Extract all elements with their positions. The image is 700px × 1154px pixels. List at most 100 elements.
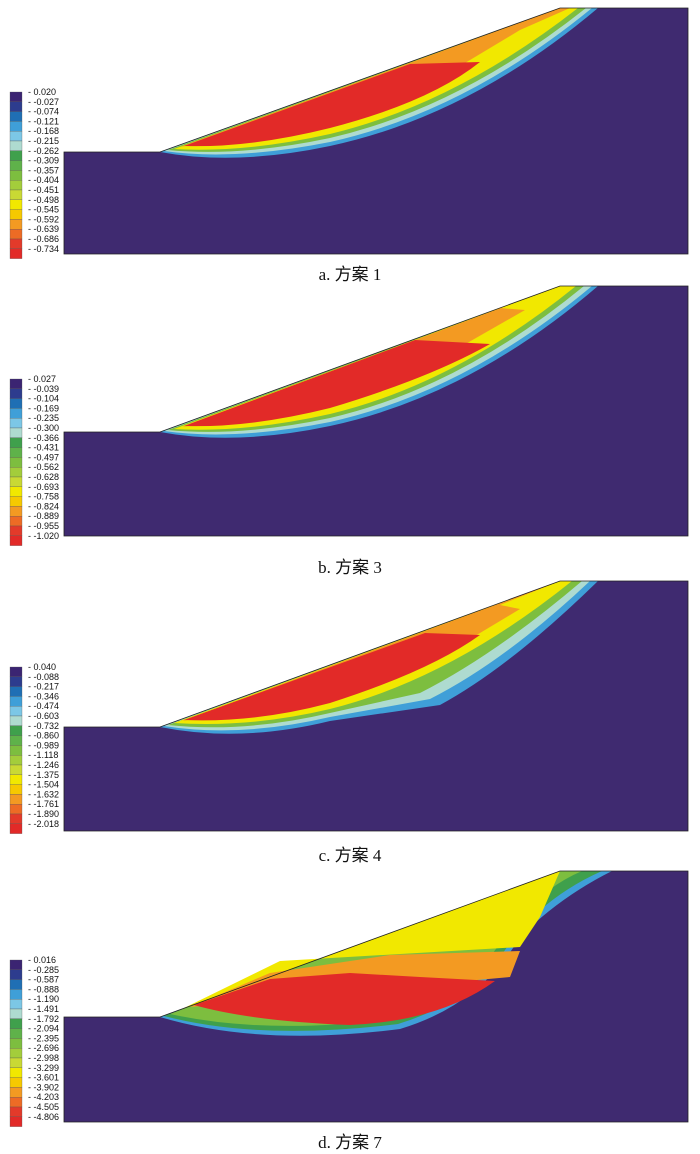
legend-label: - -1.504: [28, 780, 59, 790]
legend-swatch: [9, 725, 23, 736]
legend-swatch: [9, 1038, 23, 1049]
legend-swatch: [9, 437, 23, 448]
legend-label: - -0.217: [28, 682, 59, 692]
legend-swatch: [9, 150, 23, 161]
legend-label: - 0.027: [28, 374, 56, 384]
legend-label: - -0.587: [28, 975, 59, 985]
legend-swatch: [9, 486, 23, 497]
contour-band: [184, 633, 480, 721]
legend-swatch: [9, 735, 23, 746]
contour-plot: - 0.027- -0.039- -0.104- -0.169- -0.235-…: [9, 285, 689, 546]
legend-label: - -0.121: [28, 116, 59, 126]
legend-label: - -3.299: [28, 1063, 59, 1073]
legend-swatch: [9, 160, 23, 171]
legend-label: - 0.040: [28, 662, 56, 672]
legend-swatch: [9, 804, 23, 815]
legend-label: - -0.498: [28, 195, 59, 205]
legend-swatch: [9, 427, 23, 438]
contour-band: [184, 340, 490, 427]
legend-swatch: [9, 238, 23, 249]
legend-label: - -0.285: [28, 965, 59, 975]
legend-swatch: [9, 1116, 23, 1127]
legend-swatch: [9, 813, 23, 824]
legend-label: - -0.300: [28, 423, 59, 433]
legend-swatch: [9, 745, 23, 756]
legend-label: - -1.190: [28, 994, 59, 1004]
legend-label: - -1.632: [28, 789, 59, 799]
legend-label: - -0.088: [28, 672, 59, 682]
model-outline: [63, 580, 689, 832]
legend-swatch: [9, 418, 23, 429]
legend-swatch: [9, 229, 23, 240]
panel-c: - 0.040- -0.088- -0.217- -0.346- -0.474-…: [0, 578, 700, 868]
legend-swatch: [9, 496, 23, 507]
legend-label: - -0.074: [28, 107, 59, 117]
legend-label: - -2.094: [28, 1024, 59, 1034]
legend-label: - -2.696: [28, 1043, 59, 1053]
legend-swatch: [9, 676, 23, 687]
legend-label: - -0.734: [28, 244, 59, 254]
legend-label: - 0.016: [28, 955, 56, 965]
legend-label: - -0.693: [28, 482, 59, 492]
legend-label: - -0.431: [28, 443, 59, 453]
legend-label: - -0.215: [28, 136, 59, 146]
legend-swatch: [9, 91, 23, 102]
legend-swatch: [9, 408, 23, 419]
legend-swatch: [9, 1048, 23, 1059]
legend-label: - -0.104: [28, 394, 59, 404]
legend-swatch: [9, 1106, 23, 1117]
legend-label: - -1.890: [28, 809, 59, 819]
legend-swatch: [9, 696, 23, 707]
legend-swatch: [9, 1097, 23, 1108]
legend-swatch: [9, 686, 23, 697]
legend-swatch: [9, 378, 23, 389]
legend-label: - -0.168: [28, 126, 59, 136]
model-outline: [63, 285, 689, 537]
legend-label: - -0.474: [28, 701, 59, 711]
legend-swatch: [9, 467, 23, 478]
legend-label: - -1.246: [28, 760, 59, 770]
legend-label: - -0.732: [28, 721, 59, 731]
legend-swatch: [9, 1008, 23, 1019]
legend-swatch: [9, 219, 23, 230]
legend-label: - -0.309: [28, 156, 59, 166]
legend-swatch: [9, 784, 23, 795]
legend-swatch: [9, 140, 23, 151]
panel-d: - 0.016- -0.285- -0.587- -0.888- -1.190-…: [0, 868, 700, 1154]
legend-swatch: [9, 248, 23, 259]
legend-swatch: [9, 388, 23, 399]
legend-swatch: [9, 959, 23, 970]
legend-label: - -0.451: [28, 185, 59, 195]
legend-label: - -2.998: [28, 1053, 59, 1063]
legend-swatch: [9, 989, 23, 1000]
legend-label: - -0.366: [28, 433, 59, 443]
legend-swatch: [9, 755, 23, 766]
legend-label: - -1.491: [28, 1004, 59, 1014]
legend-label: - -2.018: [28, 819, 59, 829]
model-outline: [63, 870, 689, 1123]
legend-swatch: [9, 170, 23, 181]
legend-label: - -0.639: [28, 224, 59, 234]
contour-band: [194, 973, 495, 1025]
legend-label: - -0.888: [28, 984, 59, 994]
contour-band: [184, 62, 480, 147]
legend-swatch: [9, 209, 23, 220]
legend-swatch: [9, 131, 23, 142]
contour-plot: - 0.040- -0.088- -0.217- -0.346- -0.474-…: [9, 580, 689, 834]
legend-swatch: [9, 506, 23, 517]
legend-label: - -1.761: [28, 799, 59, 809]
legend-swatch: [9, 969, 23, 980]
legend-swatch: [9, 447, 23, 458]
legend-label: - -0.357: [28, 165, 59, 175]
legend-label: - -1.118: [28, 750, 58, 760]
legend-swatch: [9, 666, 23, 677]
panel-b: - 0.027- -0.039- -0.104- -0.169- -0.235-…: [0, 282, 700, 577]
legend-label: - -0.955: [28, 521, 59, 531]
model-outline: [63, 7, 689, 255]
legend-swatch: [9, 794, 23, 805]
caption: b. 方案 3: [318, 558, 382, 577]
legend-label: - -0.686: [28, 234, 59, 244]
legend-swatch: [9, 199, 23, 210]
legend-swatch: [9, 101, 23, 112]
caption: d. 方案 7: [318, 1133, 382, 1152]
